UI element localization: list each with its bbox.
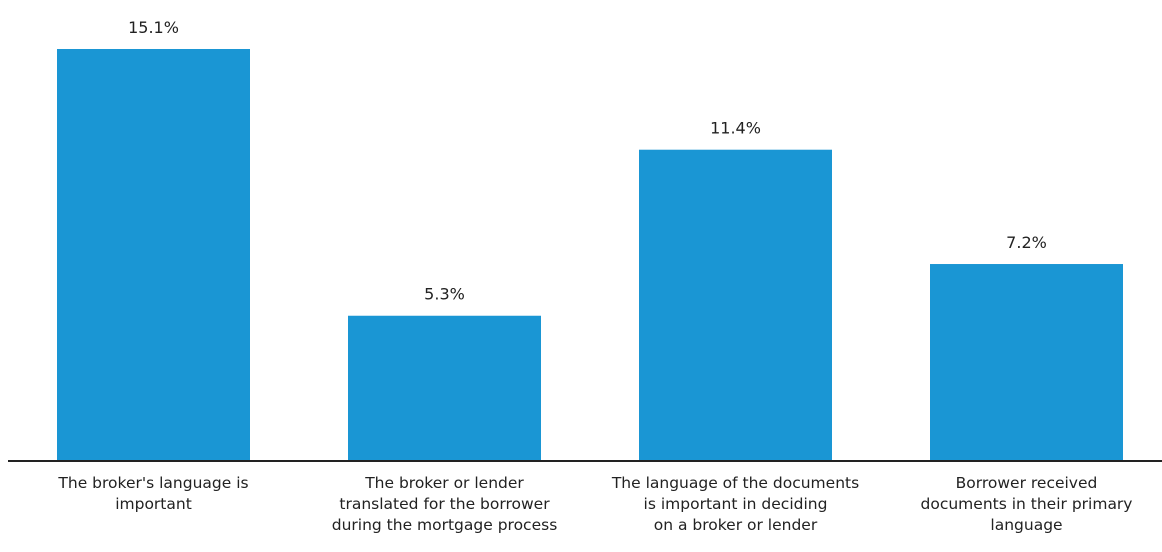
bar [348,315,541,460]
bar [930,264,1123,460]
bar [639,149,832,460]
x-tick-label: The broker or lender translated for the … [331,474,558,534]
value-label: 7.2% [1006,233,1047,252]
value-label: 11.4% [710,119,761,138]
value-label: 5.3% [424,285,465,304]
x-tick-label: The broker's language is important [58,474,249,513]
x-tick-label: The language of the documents is importa… [611,474,860,534]
bar [57,49,250,460]
value-label: 15.1% [128,18,179,37]
x-tick-label: Borrower received documents in their pri… [920,474,1133,534]
